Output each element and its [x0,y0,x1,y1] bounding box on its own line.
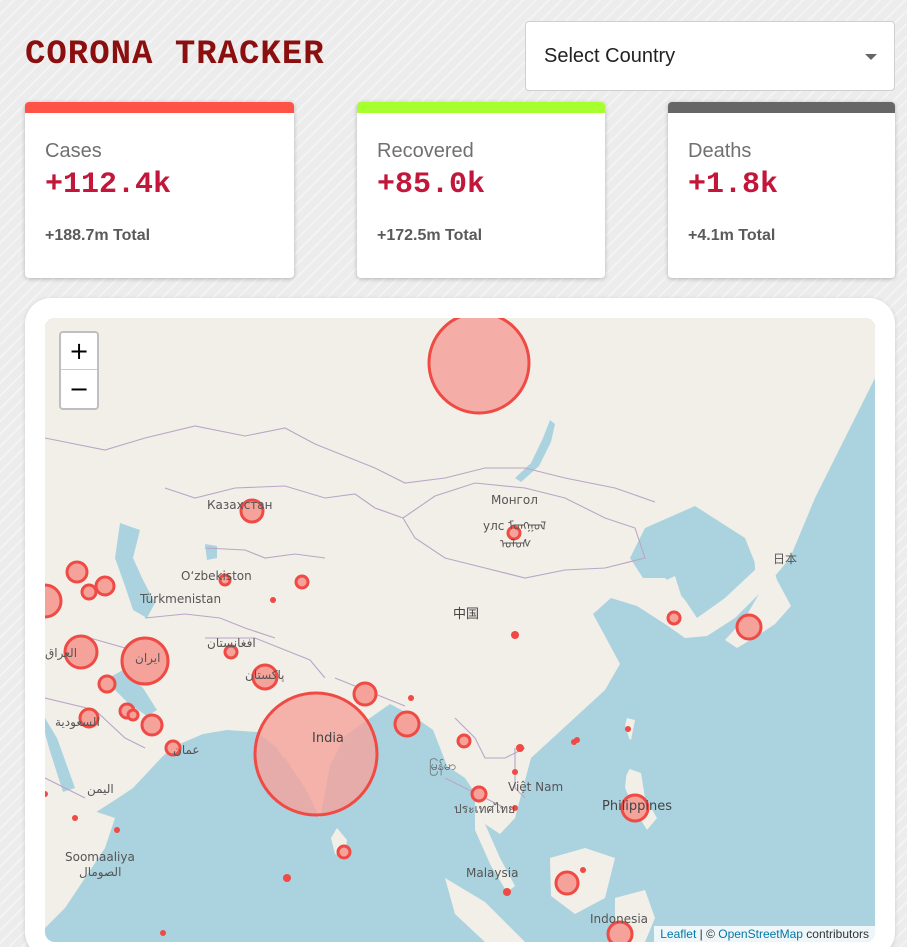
cases-value: +112.4k [45,168,172,202]
recovered-label: Recovered [377,140,474,162]
cases-color-bar [25,102,294,113]
cases-label: Cases [45,140,102,162]
map-label-pakistan: پاکستان [245,668,285,682]
map-label-iran: ایران [135,651,161,665]
map-label-vietnam: Việt Nam [508,780,564,794]
attribution-suffix: contributors [802,927,869,941]
map-label-iraq: العراق [45,646,78,660]
country-select[interactable]: Select Country [525,21,895,91]
app-title: CORONA TRACKER [25,36,325,74]
zoom-out-button[interactable]: − [68,374,90,403]
deaths-card: Deaths +1.8k +4.1m Total [668,102,895,278]
map-base [45,318,875,942]
case-circles [45,318,763,942]
map-label-mongolia: Монгол [491,493,538,507]
map-label-saudi: السعودية [55,715,100,729]
recovered-total: +172.5m Total [377,227,483,244]
map-label-mongolia-2: улс ᠮᠣᠩᠭᠣᠯ [483,519,547,533]
map-label-myanmar: မြန်မာ [429,759,456,773]
map-label-thailand: ประเทศไทย [454,802,516,816]
map-label-india: India [312,731,344,746]
map-label-mongolia-3: ᠤᠯᠤᠰ [500,537,532,551]
deaths-label: Deaths [688,140,752,162]
cases-card: Cases +112.4k +188.7m Total [25,102,294,278]
map-label-yemen: اليمن [87,782,114,796]
map-label-somalia-2: الصومال [79,865,122,879]
deaths-value: +1.8k [688,168,779,202]
map-label-kazakhstan: Казахстан [207,498,273,512]
recovered-color-bar [357,102,605,113]
map-label-somalia: Soomaaliya [65,850,135,864]
attribution-separator: | © [696,927,719,941]
zoom-control: + − [59,331,99,410]
country-select-value: Select Country [544,44,676,67]
map-label-malaysia: Malaysia [466,866,519,880]
recovered-card: Recovered +85.0k +172.5m Total [357,102,605,278]
map-attribution: Leaflet | © OpenStreetMap contributors [654,926,875,942]
recovered-value: +85.0k [377,168,486,202]
chevron-down-icon [865,54,877,60]
map-label-afghanistan: افغانستان [207,636,256,650]
map-label-china: 中国 [453,607,480,622]
map-label-philippines: Philippines [602,799,673,814]
map-label-uzbekistan: O‘zbekiston [181,569,252,583]
deaths-color-bar [668,102,895,113]
map-view[interactable]: + − Казахстан Монгол улс ᠮᠣᠩᠭᠣᠯ ᠤᠯᠤᠰ 中国 … [45,318,875,942]
cases-total: +188.7m Total [45,227,151,244]
map-label-oman: عمان [173,743,200,757]
map-label-indonesia: Indonesia [590,912,649,926]
leaflet-link[interactable]: Leaflet [660,927,697,941]
osm-link[interactable]: OpenStreetMap [718,927,803,941]
map-label-japan: 日本 [773,552,798,566]
zoom-in-button[interactable]: + [61,333,97,370]
map-label-turkmenistan: Türkmenistan [140,592,222,606]
deaths-total: +4.1m Total [688,227,776,244]
